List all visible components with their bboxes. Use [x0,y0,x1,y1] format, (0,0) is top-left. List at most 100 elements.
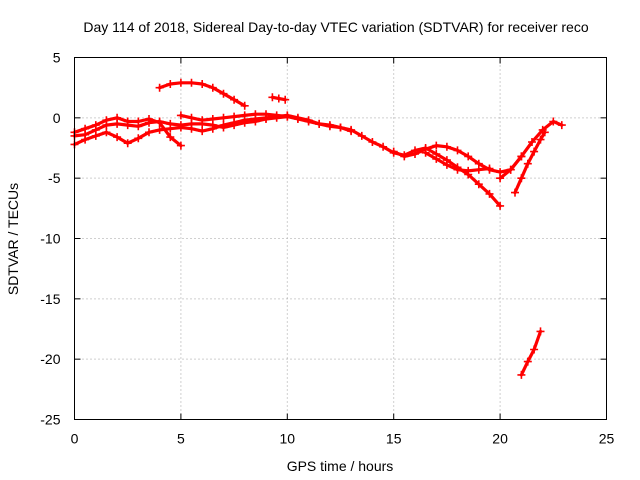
data-point [155,83,164,92]
y-tick-label: -20 [40,351,60,367]
data-point [517,370,526,379]
data-point [198,116,207,125]
data-point [347,127,356,136]
data-point [474,180,483,189]
data-point [517,152,526,161]
x-tick-label: 20 [492,431,508,447]
data-point [549,117,558,126]
x-axis-label: GPS time / hours [287,458,394,474]
data-point [281,95,290,104]
data-point [198,127,207,136]
data-point [187,113,196,122]
data-point [442,160,451,169]
series-track-11 [517,327,545,379]
x-tick-label: 10 [280,431,296,447]
data-point [464,166,473,175]
data-point [176,121,185,130]
x-tick-label: 15 [386,431,402,447]
data-point [230,112,239,121]
data-point [187,78,196,87]
data-point [540,128,549,137]
data-point [113,133,122,142]
data-point [268,93,277,102]
y-tick-label: -5 [48,170,61,186]
data-point [155,125,164,134]
data-point [453,165,462,174]
data-point [134,134,143,143]
data-point [274,94,283,103]
y-tick-label: -25 [40,412,60,428]
data-point [251,117,260,126]
series-track-5 [268,93,290,104]
data-point [176,141,185,150]
data-point [240,101,249,110]
y-tick-label: -15 [40,291,60,307]
data-point [219,89,228,98]
data-point [166,133,175,142]
y-tick-label: 5 [53,50,61,66]
y-axis-label: SDTVAR / TECUs [5,183,21,295]
data-point [198,80,207,88]
data-point [91,125,100,134]
data-point [528,138,536,146]
data-point [511,188,519,197]
data-point [134,122,143,131]
data-point [123,121,132,130]
data-point [368,138,377,146]
data-point [123,139,132,148]
data-point [230,95,239,104]
data-point [251,110,260,119]
data-point [166,119,175,128]
data-point [442,142,451,151]
data-point [496,201,505,210]
data-point [485,164,494,173]
axis-ticks: 0 5 10 15 20 25 5 0 -5 -10 -15 -20 -25 [40,50,614,447]
x-tick-label: 5 [177,431,185,447]
data-point [283,112,292,121]
data-point [145,128,153,137]
data-point [432,141,441,150]
data-point [523,357,532,366]
data-point [176,78,185,87]
data-point [421,148,430,157]
data-point [240,111,249,120]
data-point [155,117,164,126]
data-point [262,110,270,119]
y-tick-label: 0 [53,110,61,126]
data-point [81,130,90,139]
data-point [485,189,494,198]
data-point [400,152,409,161]
series-track-9 [496,117,566,183]
data-point [432,154,441,163]
data-point [113,119,122,128]
data-point [208,115,217,123]
data-point [176,111,185,120]
data-point [389,147,398,156]
data-point [272,111,281,120]
data-point [557,121,566,130]
data-series [70,78,566,379]
data-point [145,118,153,127]
data-point [411,150,419,158]
data-point [530,345,539,354]
data-point [304,117,313,126]
data-point [357,131,366,140]
data-point [293,115,302,123]
data-point [536,135,545,144]
data-point [240,118,249,127]
data-point [496,174,505,183]
series-track-6 [176,110,292,125]
data-point [523,159,532,168]
data-point [102,121,111,130]
data-point [517,174,526,183]
data-point [379,142,388,151]
series-line [519,329,543,377]
data-point [336,123,345,132]
data-point [315,119,324,128]
series-track-10 [511,128,549,197]
chart-title: Day 114 of 2018, Sidereal Day-to-day VTE… [83,19,588,35]
series-track-8 [421,148,494,175]
data-point [464,152,473,161]
y-tick-label: -10 [40,231,60,247]
